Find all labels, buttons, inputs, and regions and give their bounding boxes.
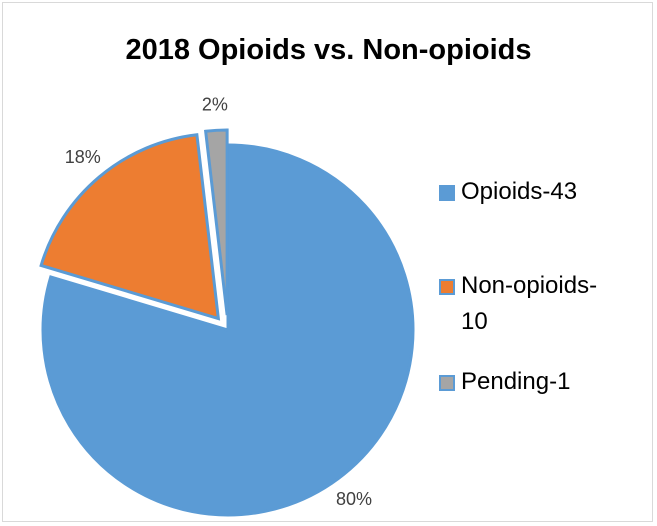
- pie-slice-1: [39, 133, 221, 321]
- data-label-1: 18%: [65, 147, 101, 167]
- legend-swatch-non-opioids: [439, 279, 455, 295]
- data-label-0: 80%: [336, 489, 372, 509]
- legend-swatch-pending: [439, 375, 455, 391]
- legend-swatch-opioids: [439, 185, 455, 201]
- pie-slice-2: [203, 128, 229, 316]
- legend-label-opioids: Opioids-43: [461, 178, 578, 205]
- legend-label-non-opioids: Non-opioids-10: [461, 272, 598, 335]
- chart-title: 2018 Opioids vs. Non-opioids: [125, 34, 532, 66]
- legend-label-pending: Pending-1: [461, 368, 571, 395]
- data-label-2: 2%: [202, 94, 228, 114]
- pie-slice-0: [41, 143, 415, 517]
